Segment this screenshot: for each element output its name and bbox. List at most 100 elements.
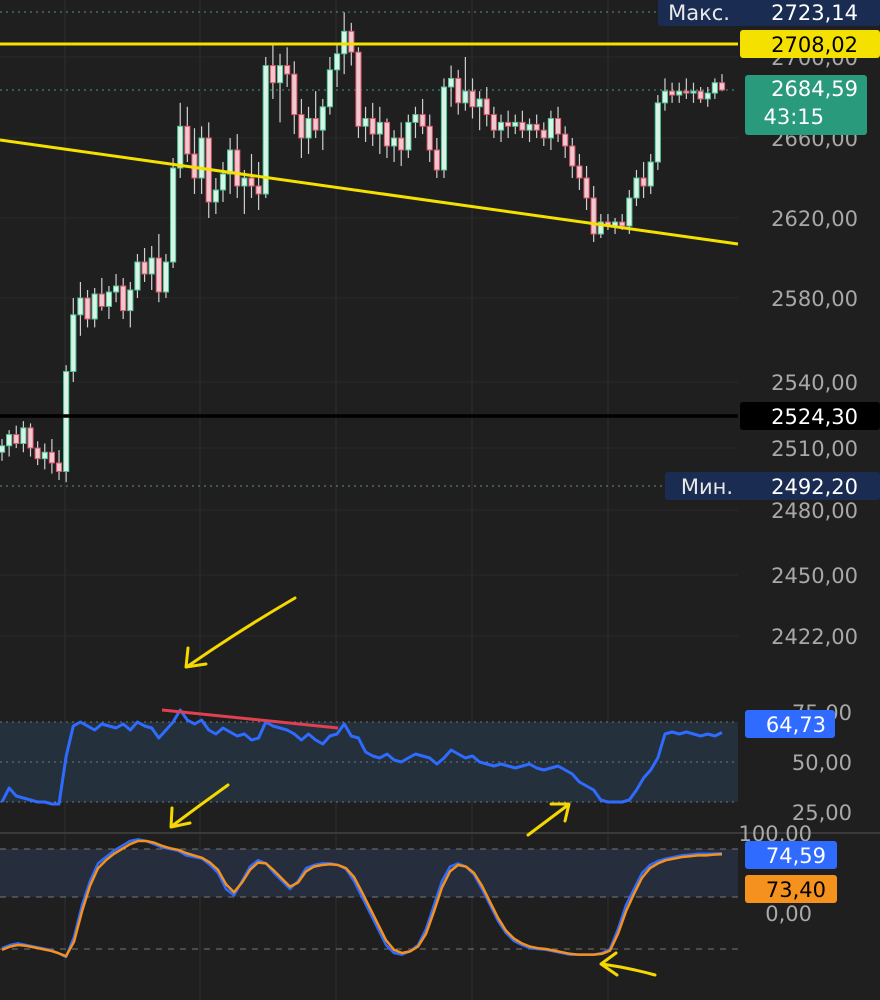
candle-body (654, 102, 661, 163)
candle-body (255, 185, 262, 195)
candle-body (77, 297, 84, 316)
candle-body (312, 117, 319, 131)
candle-body (433, 149, 440, 171)
candle-body (540, 129, 547, 139)
candle-body (284, 65, 291, 75)
price-tags: Макс. 2723,14 2708,02 2684,59 43:15 2524,30 Ми… (658, 0, 880, 903)
candle-body (533, 123, 540, 131)
candle-body (647, 161, 654, 187)
candle-body (597, 221, 604, 235)
stoch-k-tag-bg (745, 841, 837, 869)
candle-body (676, 90, 683, 96)
candle-body (690, 90, 697, 94)
candle-body (383, 121, 391, 147)
candle-body (718, 82, 726, 91)
stoch-pane (0, 838, 738, 959)
candle-body (112, 285, 120, 293)
candle-body (526, 123, 533, 131)
candle-body (505, 121, 512, 127)
rsi-value-tag-bg (745, 710, 835, 738)
arrow-left-icon (599, 951, 657, 977)
candle-body (169, 167, 177, 263)
candle-body (697, 90, 704, 100)
candle-body (326, 69, 334, 108)
last-price-tag-bg (745, 75, 867, 135)
candle-body (227, 149, 234, 175)
candle-body (298, 114, 305, 139)
candle-body (269, 65, 276, 84)
candle-body (262, 65, 269, 195)
candle-body (683, 90, 690, 94)
rsi-line (0, 708, 723, 806)
candle-body (120, 285, 127, 312)
candle-body (626, 197, 633, 227)
candle-body (333, 53, 341, 71)
candle-body (448, 77, 455, 88)
candle-body (162, 261, 170, 293)
candle-body (633, 177, 640, 199)
arrow-head (184, 646, 208, 669)
candle-body (490, 114, 497, 131)
candle-body (55, 462, 63, 472)
candle-body (127, 289, 134, 312)
candle-body (13, 434, 20, 445)
candle-body (134, 261, 141, 291)
min-label: Мин. (681, 475, 733, 499)
y-tick-label: 2510,00 (771, 437, 858, 461)
candle-body (184, 125, 191, 155)
divergence-line (161, 708, 339, 730)
candle-body (562, 133, 569, 147)
candle-body (554, 117, 562, 135)
candle-body (234, 149, 241, 187)
candle-body (27, 427, 34, 449)
candle-body (369, 117, 376, 135)
candle-body (155, 257, 162, 293)
candle-body (148, 257, 155, 275)
stoch-band (0, 849, 738, 897)
candle-body (640, 177, 647, 187)
max-value: 2723,14 (771, 1, 858, 25)
candle-body (455, 77, 462, 104)
y-tick-label: 2620,00 (771, 207, 858, 231)
candle-body (583, 177, 590, 199)
candle-body (212, 189, 219, 203)
candle-body (98, 293, 105, 307)
arrow-shaft (526, 803, 570, 837)
candle-body (198, 137, 205, 179)
stoch-d-tag-bg (745, 875, 837, 903)
candle-body (84, 297, 91, 320)
candle-body (34, 447, 41, 460)
y-tick-label: 2580,00 (771, 287, 858, 311)
candle-body (661, 90, 669, 104)
rsi-value: 64,73 (766, 713, 826, 737)
candle-body (319, 106, 326, 131)
stoch-d-value: 73,40 (766, 878, 826, 902)
candle-body (476, 98, 483, 108)
candle-body (419, 114, 426, 127)
rsi-pane (0, 708, 738, 806)
candle-body (305, 117, 312, 139)
candle-body (547, 117, 555, 139)
candle-body (512, 121, 519, 127)
arrow-head (549, 802, 571, 823)
min-tag-bg (665, 472, 880, 500)
candle-body (276, 65, 284, 84)
candle-body (497, 121, 505, 131)
arrow-down-left-icon (184, 596, 297, 669)
candle-body (376, 121, 383, 135)
stoch-d-line (1, 839, 723, 958)
candle-body (362, 117, 369, 127)
trendline (0, 138, 739, 246)
candle-body (248, 177, 255, 187)
candle-body (576, 165, 583, 179)
candle-body (20, 427, 27, 445)
candle-body (711, 82, 718, 94)
arrow-down-left-icon (169, 783, 230, 829)
candle-body (241, 177, 248, 187)
arrow-shaft (600, 962, 657, 977)
candle-body (0, 445, 6, 453)
candle-body (48, 451, 56, 464)
y-tick-label: 2450,00 (771, 564, 858, 588)
